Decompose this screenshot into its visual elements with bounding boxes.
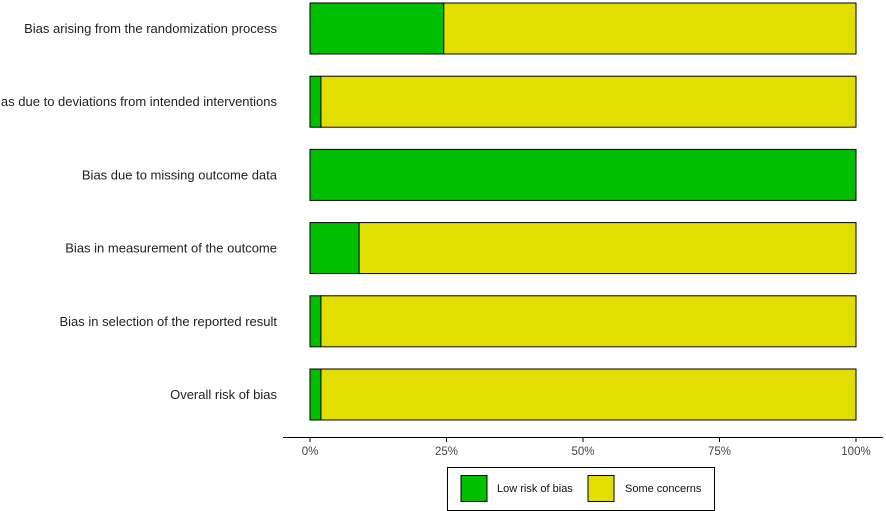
x-tick-label: 25% (435, 446, 458, 458)
bar-segment-some-concerns (358, 222, 857, 275)
bar-segment-low-risk (309, 222, 360, 275)
legend: Low risk of bias Some concerns (447, 467, 715, 511)
category-labels: Bias arising from the randomization proc… (0, 21, 278, 402)
category-label: Bias in selection of the reported result (59, 314, 277, 329)
x-tick-label: 100% (841, 446, 870, 458)
bar-segment-low-risk (309, 2, 445, 55)
bar-segment-low-risk (309, 148, 857, 201)
category-label: Bias due to deviations from intended int… (0, 94, 277, 109)
category-label: Bias arising from the randomization proc… (24, 21, 277, 36)
x-tick-label: 0% (302, 446, 319, 458)
category-label: Overall risk of bias (170, 387, 277, 402)
legend-swatch (460, 475, 488, 502)
bar-segment-some-concerns (443, 2, 857, 55)
bar-segment-some-concerns (320, 295, 857, 348)
bar-segment-low-risk (309, 368, 322, 421)
bar-segment-some-concerns (320, 368, 857, 421)
legend-label: Low risk of bias (497, 483, 573, 495)
x-tick-label: 50% (571, 446, 594, 458)
category-label: Bias due to missing outcome data (82, 167, 278, 182)
category-label: Bias in measurement of the outcome (65, 241, 277, 256)
legend-label: Some concerns (625, 483, 702, 495)
bar-segment-some-concerns (320, 75, 857, 128)
bar-segment-low-risk (309, 75, 322, 128)
x-axis: 0% 25% 50% 75% 100% (283, 437, 883, 458)
bar-segment-low-risk (309, 295, 322, 348)
x-tick-label: 75% (708, 446, 731, 458)
bars-group (309, 2, 857, 421)
legend-swatch (587, 475, 615, 502)
